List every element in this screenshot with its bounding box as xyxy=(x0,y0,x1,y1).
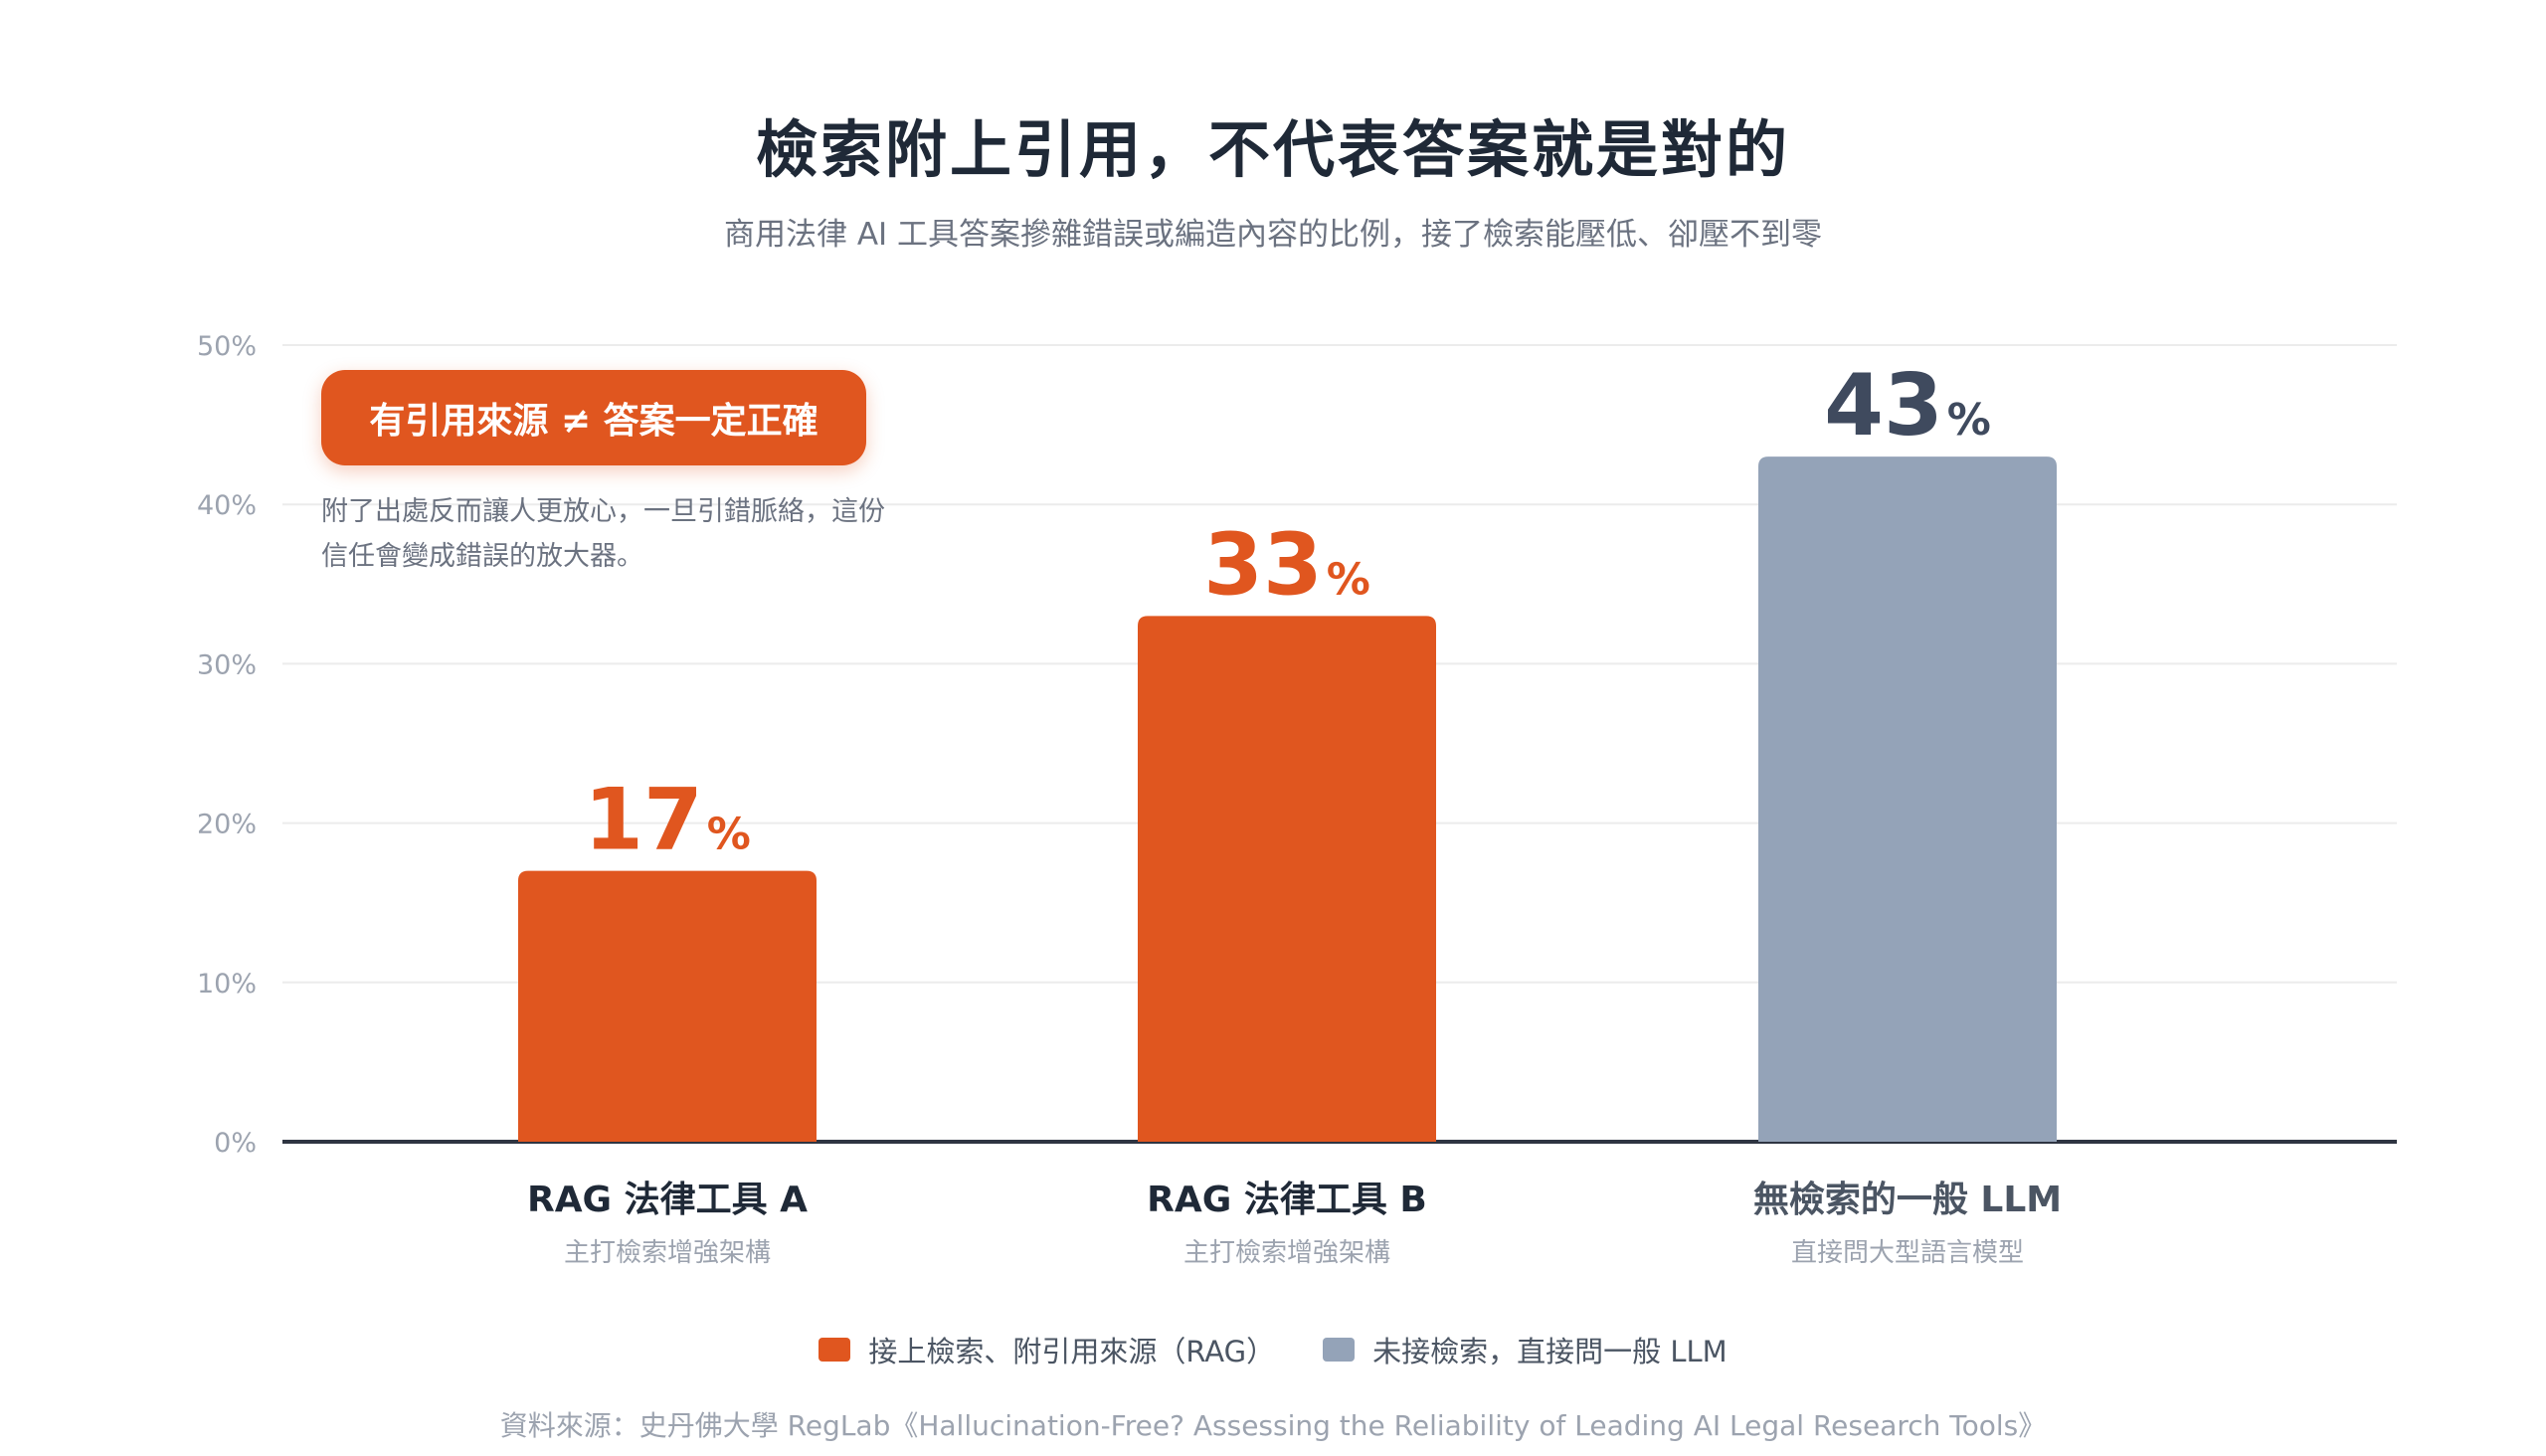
data-label: 33% xyxy=(1203,515,1370,615)
x-tick-label: RAG 法律工具 B xyxy=(1147,1180,1427,1220)
x-tick-label: RAG 法律工具 A xyxy=(527,1180,808,1220)
bar xyxy=(518,870,817,1142)
chart-subtitle: 商用法律 AI 工具答案摻雜錯誤或編造內容的比例，接了檢索能壓低、卻壓不到零 xyxy=(723,217,1823,253)
legend-label: 接上檢索、附引用來源（RAG） xyxy=(868,1335,1276,1368)
legend-label: 未接檢索，直接問一般 LLM xyxy=(1372,1335,1728,1368)
y-tick-label: 40% xyxy=(197,490,257,521)
bar xyxy=(1758,456,2057,1142)
bars xyxy=(518,456,2057,1142)
x-tick-label: 無檢索的一般 LLM xyxy=(1753,1179,2062,1220)
labels: 0% 10% 20% 30% 40% 50% 17% RAG 法律工具 A 主打檢索增強架構 33… xyxy=(197,331,2062,1268)
x-tick-sublabel: 主打檢索增強架構 xyxy=(564,1238,771,1268)
chart-title: 檢索附上引用，不代表答案就是對的 xyxy=(755,113,1790,186)
legend-item-rag: 接上檢索、附引用來源（RAG） xyxy=(818,1329,1275,1370)
callout-badge: 有引用來源 ≠ 答案一定正確 xyxy=(321,370,866,465)
data-label: 43% xyxy=(1824,356,1991,455)
legend: 接上檢索、附引用來源（RAG） 未接檢索，直接問一般 LLM xyxy=(0,1329,2546,1370)
source-note: 資料來源：史丹佛大學 RegLab《Hallucination-Free? As… xyxy=(499,1409,2047,1442)
data-label: 17% xyxy=(584,771,751,870)
callout-note-line: 信任會變成錯誤的放大器。 xyxy=(321,541,643,572)
y-tick-label: 0% xyxy=(214,1128,257,1159)
x-tick-sublabel: 主打檢索增強架構 xyxy=(1183,1238,1390,1268)
y-tick-label: 50% xyxy=(197,331,257,362)
callout-label: 有引用來源 ≠ 答案一定正確 xyxy=(369,401,818,442)
callout-note: 附了出處反而讓人更放心，一旦引錯脈絡，這份 信任會變成錯誤的放大器。 xyxy=(321,489,938,579)
legend-swatch xyxy=(818,1338,851,1362)
callout-note-line: 附了出處反而讓人更放心，一旦引錯脈絡，這份 xyxy=(321,496,885,527)
y-tick-label: 10% xyxy=(197,969,257,1000)
y-tick-label: 20% xyxy=(197,810,257,840)
x-tick-sublabel: 直接問大型語言模型 xyxy=(1791,1238,2024,1268)
legend-swatch xyxy=(1323,1338,1356,1362)
y-tick-label: 30% xyxy=(197,649,257,680)
legend-item-llm: 未接檢索，直接問一般 LLM xyxy=(1323,1329,1728,1370)
bar xyxy=(1138,616,1436,1142)
